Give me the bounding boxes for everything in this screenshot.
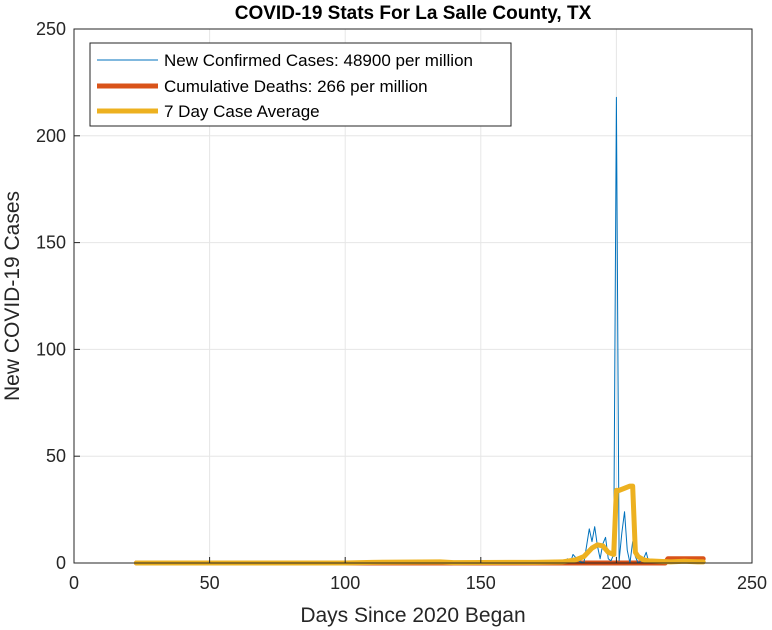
x-tick-label: 0 — [69, 573, 79, 593]
legend-label-7day: 7 Day Case Average — [164, 102, 320, 121]
y-tick-label: 250 — [36, 19, 66, 39]
y-axis-label: New COVID-19 Cases — [1, 191, 24, 401]
legend-label-new-cases: New Confirmed Cases: 48900 per million — [164, 51, 473, 70]
legend-box — [89, 42, 512, 127]
plot-frame — [73, 28, 753, 564]
y-tick-label: 0 — [56, 553, 66, 573]
legend-label-deaths: Cumulative Deaths: 266 per million — [164, 77, 428, 96]
x-tick-label: 100 — [330, 573, 360, 593]
series-line-7day — [133, 483, 706, 566]
x-tick-label: 250 — [737, 573, 767, 593]
x-tick-label: 150 — [466, 573, 496, 593]
x-tick-label: 50 — [200, 573, 220, 593]
y-tick-label: 200 — [36, 126, 66, 146]
y-tick-label: 100 — [36, 339, 66, 359]
chart-title: COVID-19 Stats For La Salle County, TX — [235, 3, 592, 24]
x-tick-label: 200 — [601, 573, 631, 593]
legend: New Confirmed Cases: 48900 per million C… — [89, 42, 512, 127]
ticks: 0 50 100 150 200 250 0 50 100 150 200 250 — [36, 19, 767, 593]
y-tick-label: 50 — [46, 446, 66, 466]
y-tick-label: 150 — [36, 233, 66, 253]
x-axis-label: Days Since 2020 Began — [300, 604, 525, 627]
